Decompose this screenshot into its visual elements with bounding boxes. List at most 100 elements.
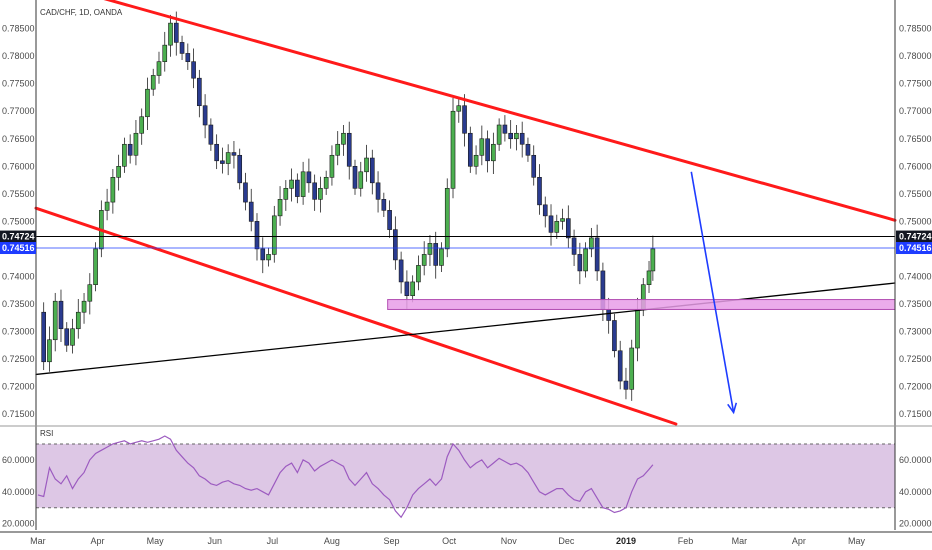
price-tick-left: 0.75500 (2, 189, 35, 199)
candle-up (323, 177, 329, 189)
candle-up (583, 248, 588, 272)
candle-down (352, 165, 358, 189)
candle-up (364, 157, 369, 173)
indicator-label: RSI (40, 429, 53, 438)
drawing-tools[interactable] (34, 0, 897, 426)
rsi-tick-right: 20.0000 (899, 519, 932, 529)
rsi-tick-right: 40.0000 (899, 487, 932, 497)
candle-down (185, 53, 191, 62)
month-label: Feb (678, 536, 694, 546)
candle-up (439, 248, 444, 266)
candle-down (248, 201, 254, 222)
price-tick-right: 0.76500 (899, 134, 932, 144)
candle-up (635, 309, 640, 349)
trend-line (35, 282, 896, 376)
month-label: 2019 (616, 536, 636, 546)
candle-up (646, 270, 652, 285)
candle-down (231, 152, 237, 156)
candle-down (594, 237, 600, 272)
candle-up (133, 132, 139, 156)
month-label: Jul (267, 536, 279, 546)
candle-down (502, 124, 508, 134)
candle-down (542, 204, 548, 217)
candle-up (271, 215, 277, 255)
candle-down (387, 210, 392, 230)
candle-down (467, 132, 473, 167)
month-label: May (848, 536, 866, 546)
price-tag-left: 0.74724 (2, 232, 35, 242)
rsi-tick-right: 60.0000 (899, 455, 932, 465)
month-label: Mar (30, 536, 46, 546)
price-tick-right: 0.73500 (899, 299, 932, 309)
forecast-arrow (690, 171, 735, 413)
price-tick-right: 0.72000 (899, 382, 932, 392)
candle-down (41, 311, 47, 363)
candle-down (537, 177, 542, 206)
candle-down (606, 309, 611, 321)
candle-down (519, 132, 525, 145)
price-tick-left: 0.73500 (2, 299, 35, 309)
candle-down (237, 154, 243, 184)
price-tick-right: 0.76000 (899, 161, 932, 171)
candle-up (162, 44, 168, 62)
price-tick-left: 0.77500 (2, 79, 35, 89)
candle-up (266, 254, 271, 261)
candle-up (427, 243, 433, 255)
candle-up (421, 254, 427, 266)
price-tick-right: 0.72500 (899, 354, 932, 364)
candle-down (381, 199, 387, 211)
price-tick-right: 0.77000 (899, 106, 932, 116)
candle-up (145, 88, 150, 118)
candle-down (508, 132, 513, 140)
price-tick-left: 0.77000 (2, 106, 35, 116)
month-label: Dec (558, 536, 575, 546)
rsi-line (37, 435, 654, 519)
price-tag-right: 0.74724 (899, 232, 932, 242)
candle-up (479, 138, 485, 156)
candle-down (404, 281, 410, 296)
candle-up (514, 132, 519, 140)
candle-up (139, 116, 145, 134)
candle-up (629, 347, 635, 390)
month-label: Apr (90, 536, 104, 546)
candle-up (70, 328, 75, 346)
candle-up (341, 132, 346, 145)
candle-up (416, 265, 421, 283)
candle-up (104, 201, 110, 211)
month-label: Aug (324, 536, 340, 546)
price-tick-right: 0.71500 (899, 409, 932, 419)
price-tick-right: 0.78000 (899, 51, 932, 61)
month-label: Apr (792, 536, 806, 546)
candle-up (75, 311, 81, 330)
candle-down (369, 157, 375, 184)
candle-down (346, 132, 352, 167)
month-label: May (147, 536, 165, 546)
candle-up (589, 237, 594, 250)
candle-down (173, 22, 179, 43)
month-label: Nov (501, 536, 518, 546)
candle-up (554, 221, 560, 233)
candle-down (127, 143, 133, 156)
price-tag-left-bg (0, 242, 36, 255)
candle-down (243, 182, 248, 203)
price-tick-left: 0.76500 (2, 134, 35, 144)
candle-up (335, 143, 341, 156)
candle-down (179, 42, 185, 54)
candle-down (202, 105, 208, 126)
candle-up (283, 188, 289, 200)
candle-up (156, 61, 162, 76)
price-tick-left: 0.72500 (2, 354, 35, 364)
candle-down (191, 61, 196, 79)
candle-up (560, 218, 565, 222)
price-tick-left: 0.78000 (2, 51, 35, 61)
price-tick-left: 0.76000 (2, 161, 35, 171)
price-tick-right: 0.75500 (899, 189, 932, 199)
candle-down (64, 328, 70, 346)
candle-down (571, 237, 577, 255)
candle-up (277, 199, 283, 217)
candle-up (81, 300, 87, 313)
rsi-tick-left: 20.0000 (2, 519, 35, 529)
candle-down (312, 182, 317, 200)
